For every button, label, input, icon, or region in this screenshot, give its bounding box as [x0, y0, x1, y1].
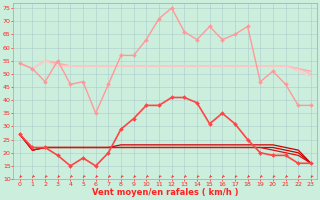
- X-axis label: Vent moyen/en rafales ( km/h ): Vent moyen/en rafales ( km/h ): [92, 188, 239, 197]
